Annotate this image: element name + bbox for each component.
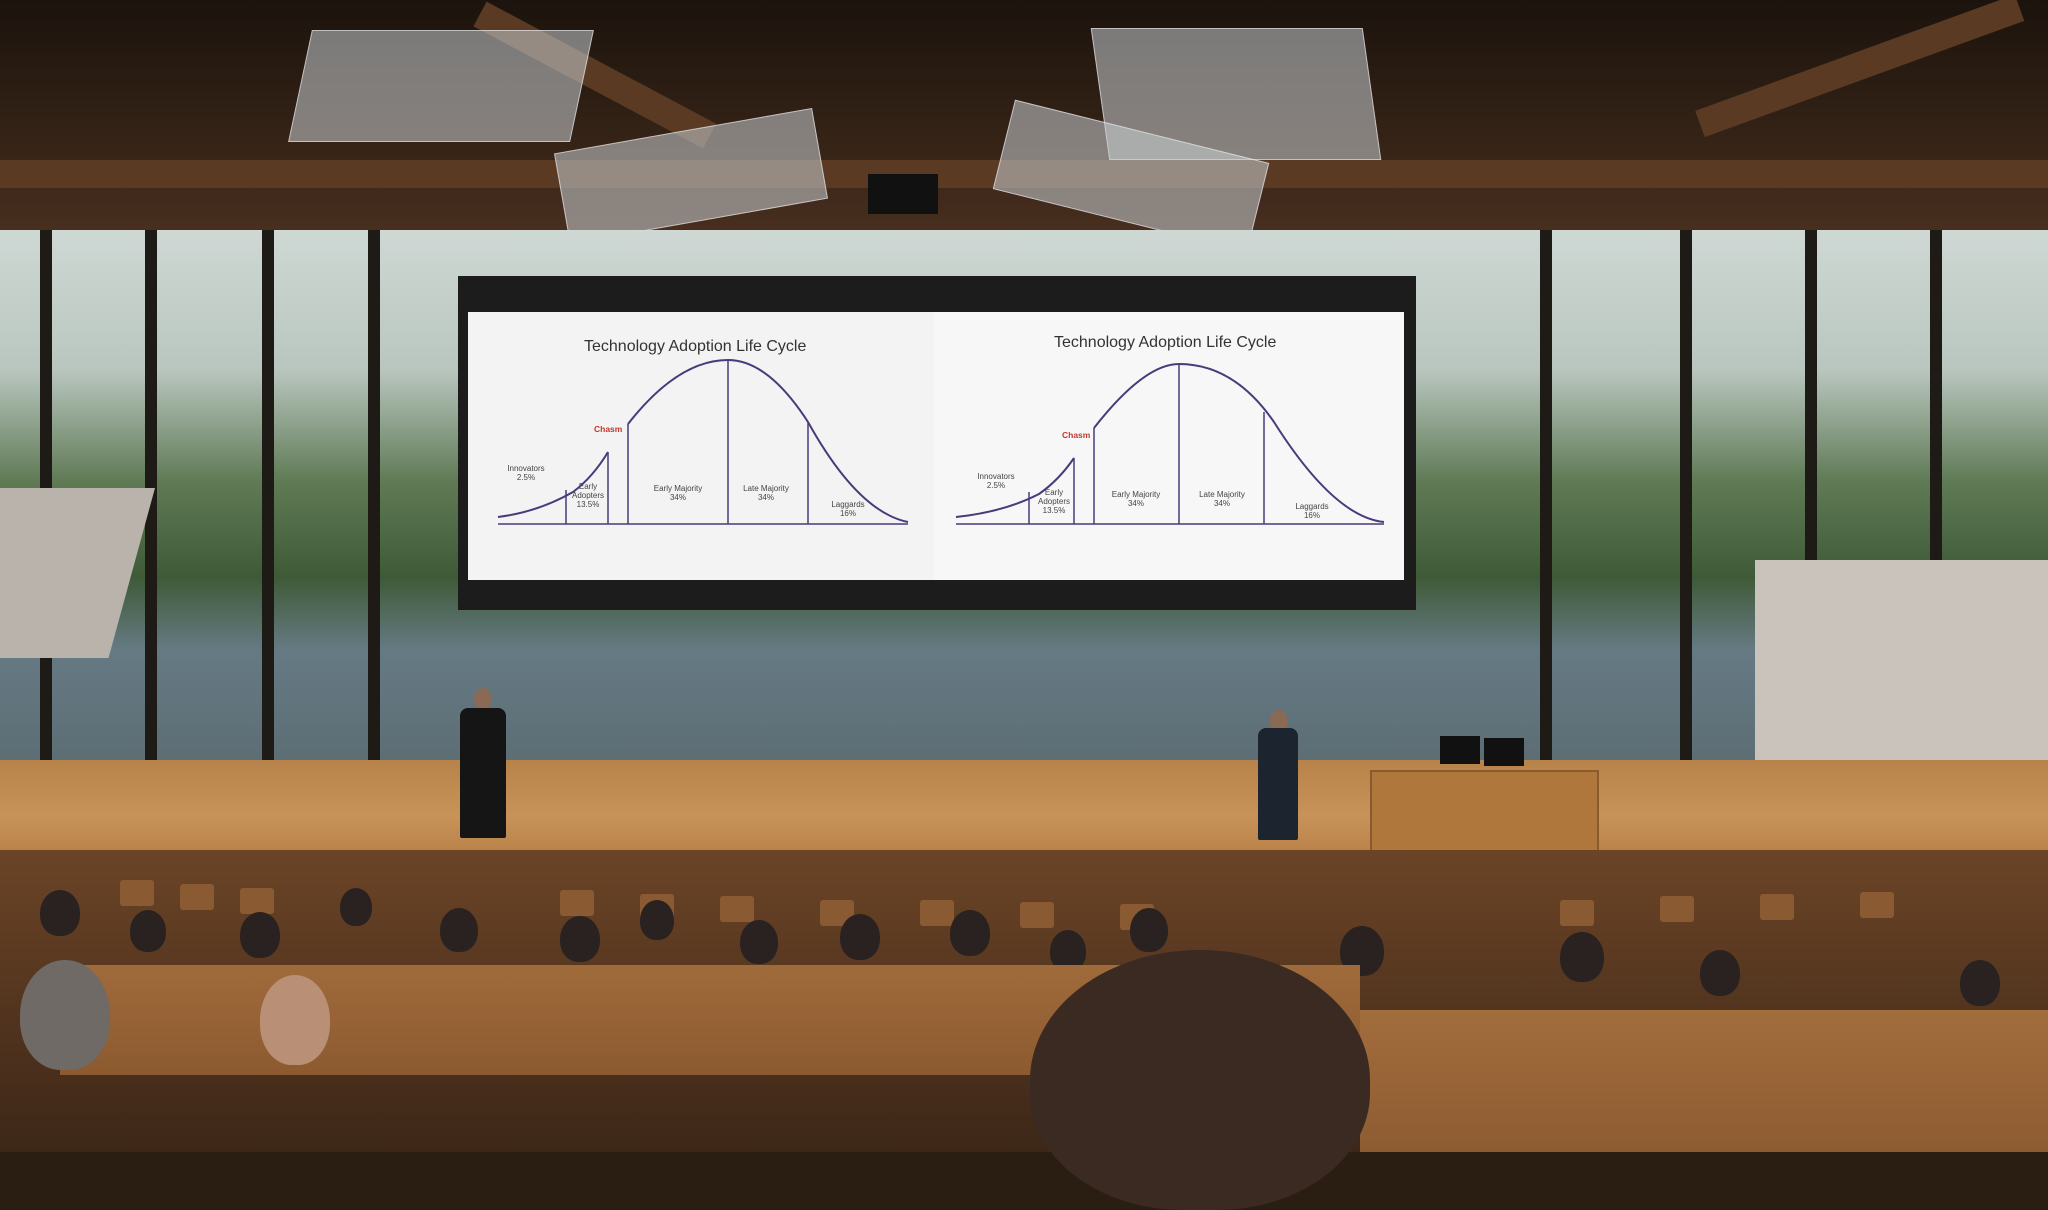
segment-label: Laggards 16% (1295, 502, 1329, 520)
chasm-label: Chasm (1062, 430, 1091, 440)
presenter-left (460, 708, 506, 838)
window-mullion (145, 230, 157, 790)
window-mullion (368, 230, 380, 790)
chasm-label: Chasm (594, 424, 623, 434)
window-mullion (262, 230, 274, 790)
segment-label: Early Adopters 13.5% (571, 482, 605, 509)
slide-right: Technology Adoption Life Cycle Chasm Inn… (934, 312, 1404, 580)
acoustic-panel (288, 30, 594, 142)
window-mullion (1680, 230, 1692, 790)
adoption-curve-chart (955, 362, 1385, 525)
projector (868, 174, 938, 214)
monitor (1484, 738, 1524, 766)
foreground-head (1030, 950, 1370, 1210)
adoption-curve-chart (497, 358, 909, 525)
slide-left: Technology Adoption Life Cycle Chasm Inn… (468, 312, 934, 580)
presenter-right (1258, 728, 1298, 840)
segment-label: Late Majority 34% (1199, 490, 1245, 508)
segment-label: Innovators 2.5% (977, 472, 1015, 490)
audience-head (20, 960, 110, 1070)
monitor (1440, 736, 1480, 764)
segment-label: Late Majority 34% (743, 484, 789, 502)
segment-label: Laggards 16% (831, 500, 865, 518)
window-mullion (1540, 230, 1552, 790)
slide-title: Technology Adoption Life Cycle (1054, 334, 1277, 351)
lectern (1370, 770, 1599, 862)
segment-label: Early Adopters 13.5% (1037, 488, 1071, 515)
segment-label: Innovators 2.5% (507, 464, 545, 482)
side-row-partition (1360, 1010, 2048, 1152)
presenter-head (1270, 710, 1288, 732)
segment-label: Early Majority 34% (1111, 490, 1161, 508)
segment-label: Early Majority 34% (653, 484, 703, 502)
audience-head (260, 975, 330, 1065)
presenter-head (474, 688, 492, 710)
projection-screen: Technology Adoption Life Cycle Chasm Inn… (458, 276, 1416, 610)
slide-title: Technology Adoption Life Cycle (584, 338, 807, 355)
